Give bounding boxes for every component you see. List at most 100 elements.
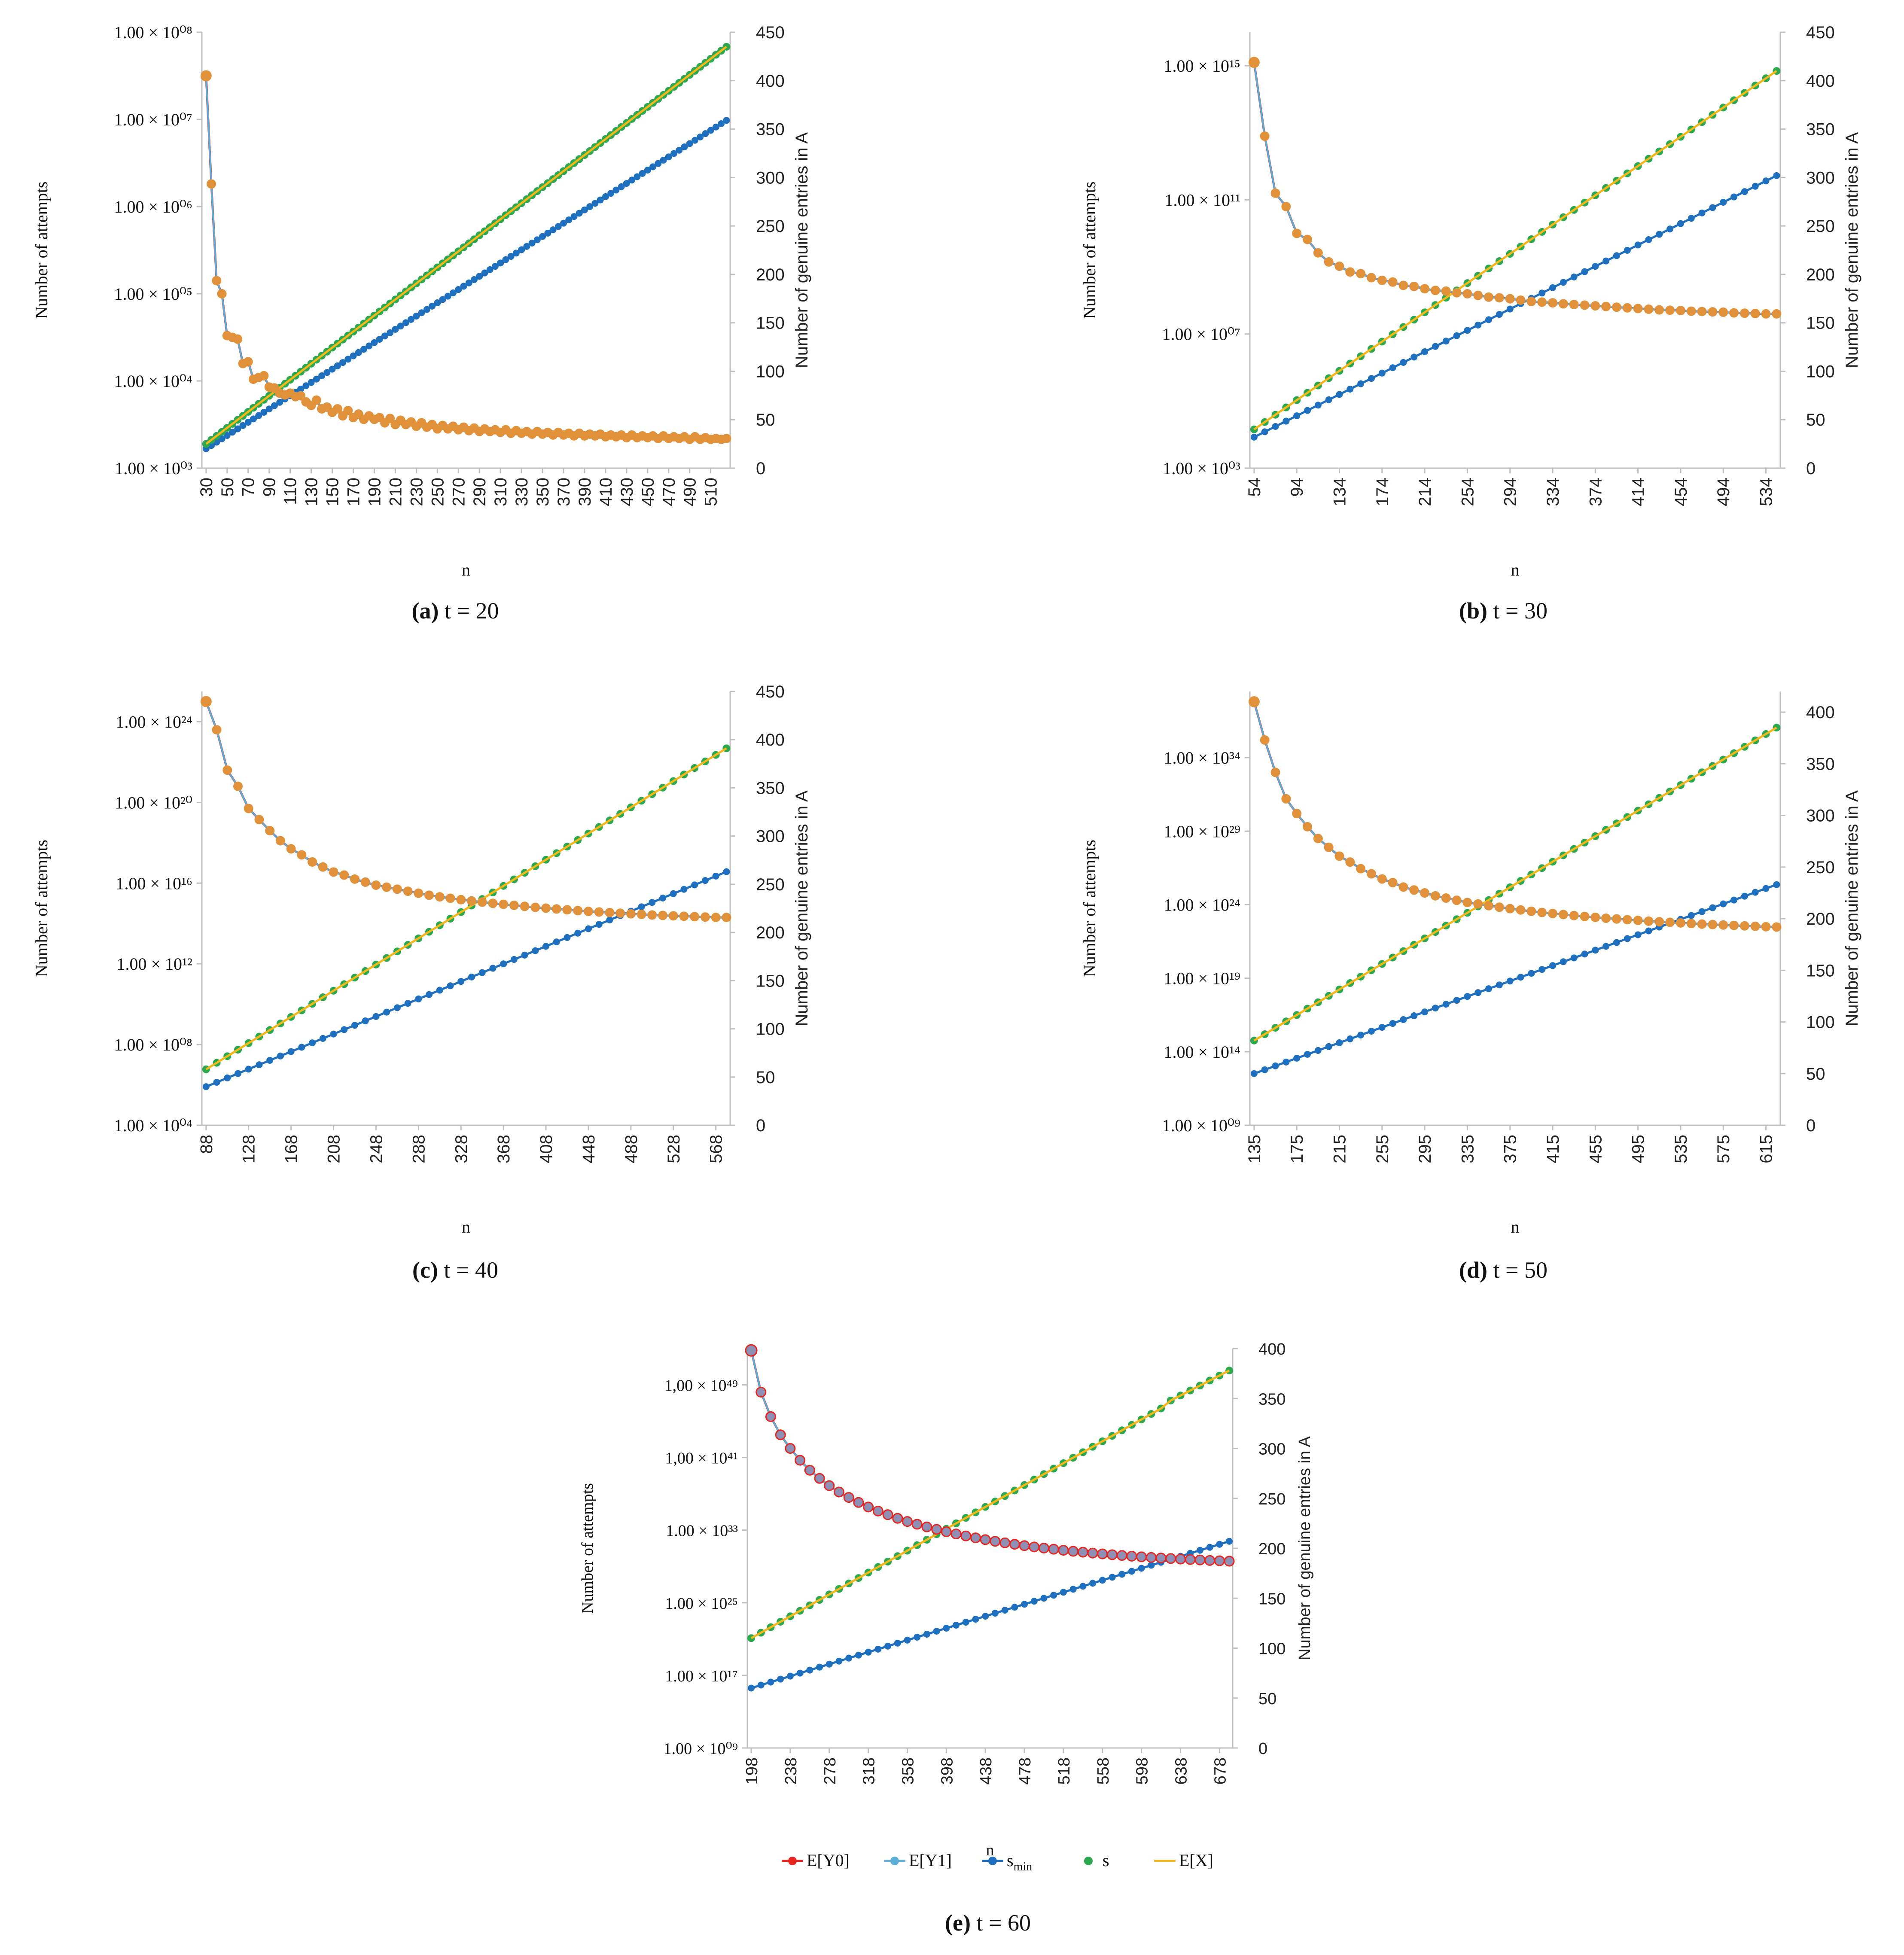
attempt-point — [1494, 293, 1504, 303]
attempt-point — [647, 910, 657, 920]
left-tick-label: 1.00 × 10⁰⁸ — [114, 1035, 192, 1054]
s-min-point — [397, 323, 404, 330]
attempt-point — [1452, 895, 1462, 905]
attempt-point — [488, 898, 498, 908]
right-tick-label: 250 — [1258, 1490, 1286, 1508]
s-min-point — [1400, 359, 1407, 366]
s-min-point — [1453, 332, 1460, 339]
x-tick-label: 255 — [1373, 1135, 1392, 1163]
s-min-point — [826, 1660, 833, 1668]
attempt-point — [1772, 309, 1782, 319]
right-tick-label: 150 — [1258, 1590, 1286, 1608]
s-min-point — [1050, 1592, 1057, 1599]
chart-caption: (c) t = 40 — [412, 1257, 498, 1283]
s-min-point — [239, 422, 247, 429]
s-min-point — [991, 1610, 999, 1617]
x-tick-label: 210 — [386, 478, 405, 506]
s-min-point — [1506, 305, 1514, 313]
s-min-point — [1592, 947, 1599, 954]
attempt-point — [1750, 921, 1760, 931]
attempt-point — [499, 899, 509, 909]
s-min-point — [1720, 198, 1727, 206]
attempt-point — [296, 391, 306, 401]
s-min-point — [1293, 412, 1301, 420]
s-min-point — [255, 412, 262, 419]
s-min-point — [235, 1070, 242, 1077]
attempt-point — [1224, 1556, 1235, 1567]
s-min-point — [450, 289, 457, 296]
s-min-point — [1069, 1586, 1077, 1593]
chart-panel-b: 1.00 × 10⁰³ 1.00 × 10⁰⁷ 1.00 × 10¹¹ 1.00 × … — [1080, 23, 1861, 624]
x-tick-label: 215 — [1330, 1135, 1349, 1163]
attempt-point — [1356, 269, 1366, 279]
s-min-point — [350, 352, 357, 359]
x-tick-label: 190 — [365, 478, 384, 506]
s-min-point — [523, 243, 530, 250]
x-tick-label: 128 — [240, 1135, 259, 1163]
attempt-point — [1697, 919, 1707, 929]
attempt-point — [1505, 294, 1515, 304]
s-min-point — [670, 890, 677, 897]
x-tick-label: 410 — [597, 478, 615, 506]
attempt-point — [1772, 922, 1782, 932]
ex-line — [205, 747, 727, 1070]
attempt-point — [1185, 1554, 1196, 1565]
x-tick-label: 368 — [494, 1135, 513, 1163]
right-tick-label: 50 — [1806, 1065, 1825, 1084]
attempt-point — [1334, 851, 1344, 861]
attempt-point — [1462, 289, 1472, 298]
s-min-point — [618, 183, 625, 190]
x-tick-label: 290 — [470, 478, 489, 506]
right-tick-label: 250 — [1806, 858, 1835, 877]
x-tick-label: 294 — [1501, 478, 1520, 506]
x-tick-label: 150 — [323, 478, 342, 506]
s-min-point — [341, 1026, 348, 1033]
right-tick-label: 450 — [756, 682, 785, 701]
legend-label: E[Y1] — [909, 1851, 952, 1870]
s-min-point — [1410, 353, 1418, 361]
x-tick-label: 230 — [407, 478, 426, 506]
x-tick-label: 470 — [660, 478, 679, 506]
x-axis-title: n — [462, 1217, 470, 1236]
s-min-point — [894, 1639, 901, 1647]
attempt-point — [1377, 275, 1387, 285]
right-tick-label: 300 — [1258, 1440, 1286, 1459]
x-tick-label: 335 — [1458, 1135, 1477, 1163]
attempt-point — [1292, 809, 1302, 819]
s-min-point — [1128, 1568, 1135, 1575]
attempt-point — [259, 371, 269, 381]
s-min-point — [702, 130, 709, 137]
attempt-point — [311, 395, 321, 405]
attempt-point — [804, 1465, 815, 1476]
attempt-point — [435, 892, 445, 902]
s-min-point — [1226, 1538, 1233, 1545]
s-min-point — [1011, 1604, 1018, 1611]
attempt-point — [1462, 898, 1472, 907]
right-tick-label: 100 — [756, 362, 785, 381]
s-min-point — [277, 1052, 284, 1060]
s-min-point — [1336, 391, 1343, 398]
s-min-point — [1347, 385, 1354, 393]
s-min-point — [1099, 1577, 1106, 1584]
s-min-point — [1432, 343, 1439, 350]
attempt-point — [1569, 911, 1579, 920]
s-min-point — [953, 1622, 960, 1629]
x-tick-label: 414 — [1629, 478, 1648, 506]
right-tick-label: 150 — [1806, 314, 1835, 333]
attempt-point — [1665, 305, 1675, 315]
s-min-point — [1549, 962, 1557, 969]
right-tick-label: 350 — [756, 120, 785, 139]
attempt-point — [1116, 1550, 1127, 1561]
attempt-point — [1739, 921, 1749, 931]
x-tick-label: 408 — [537, 1135, 556, 1163]
attempt-point — [700, 912, 710, 922]
right-tick-label: 200 — [756, 265, 785, 284]
attempt-point — [745, 1344, 758, 1357]
x-tick-label: 248 — [367, 1135, 386, 1163]
attempt-point — [1622, 915, 1632, 925]
ey0-line — [1253, 701, 1777, 928]
s-min-point — [1581, 268, 1588, 275]
s-min-point — [1538, 966, 1546, 973]
attempt-point — [1409, 885, 1419, 895]
attempt-point — [1145, 1552, 1157, 1563]
